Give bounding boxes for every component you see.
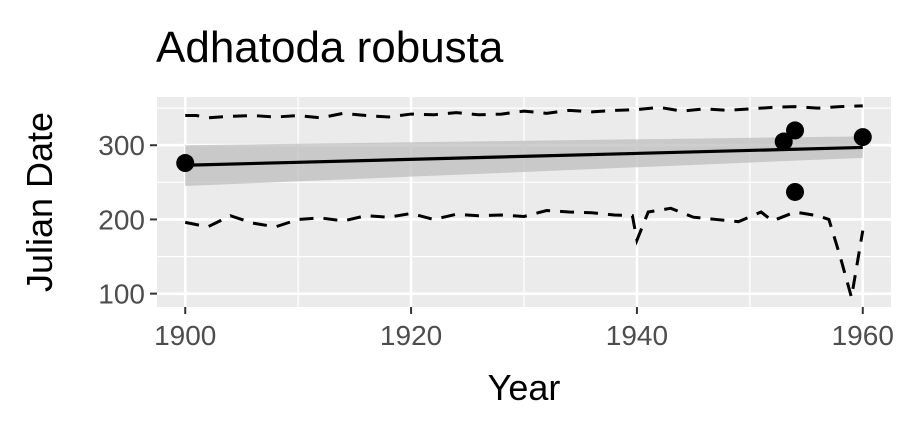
data-point	[774, 132, 793, 151]
data-point	[786, 121, 805, 140]
y-tick-label: 100	[98, 279, 145, 310]
y-axis: 100 200 300	[98, 130, 157, 310]
confidence-ribbon	[185, 136, 863, 187]
data-point	[176, 154, 195, 173]
x-tick-label: 1960	[832, 320, 894, 351]
y-axis-title: Julian Date	[19, 112, 60, 292]
trend-line-layer	[185, 145, 863, 167]
upper-dashed-line	[185, 104, 863, 120]
x-tick-label: 1940	[606, 320, 668, 351]
confidence-ribbon-layer	[185, 136, 863, 187]
x-tick-label: 1900	[154, 320, 216, 351]
chart-title: Adhatoda robusta	[156, 23, 504, 72]
data-point	[853, 128, 872, 147]
trend-line	[185, 145, 863, 167]
x-tick-label: 1920	[380, 320, 442, 351]
y-tick-label: 200	[98, 204, 145, 235]
dashed-lines-layer	[184, 104, 865, 298]
data-point	[786, 182, 805, 201]
x-axis-title: Year	[488, 367, 561, 408]
y-tick-label: 300	[98, 130, 145, 161]
lower-dashed-line	[184, 206, 865, 298]
data-points-layer	[176, 121, 872, 201]
x-axis: 1900 1920 1940 1960	[154, 307, 894, 351]
